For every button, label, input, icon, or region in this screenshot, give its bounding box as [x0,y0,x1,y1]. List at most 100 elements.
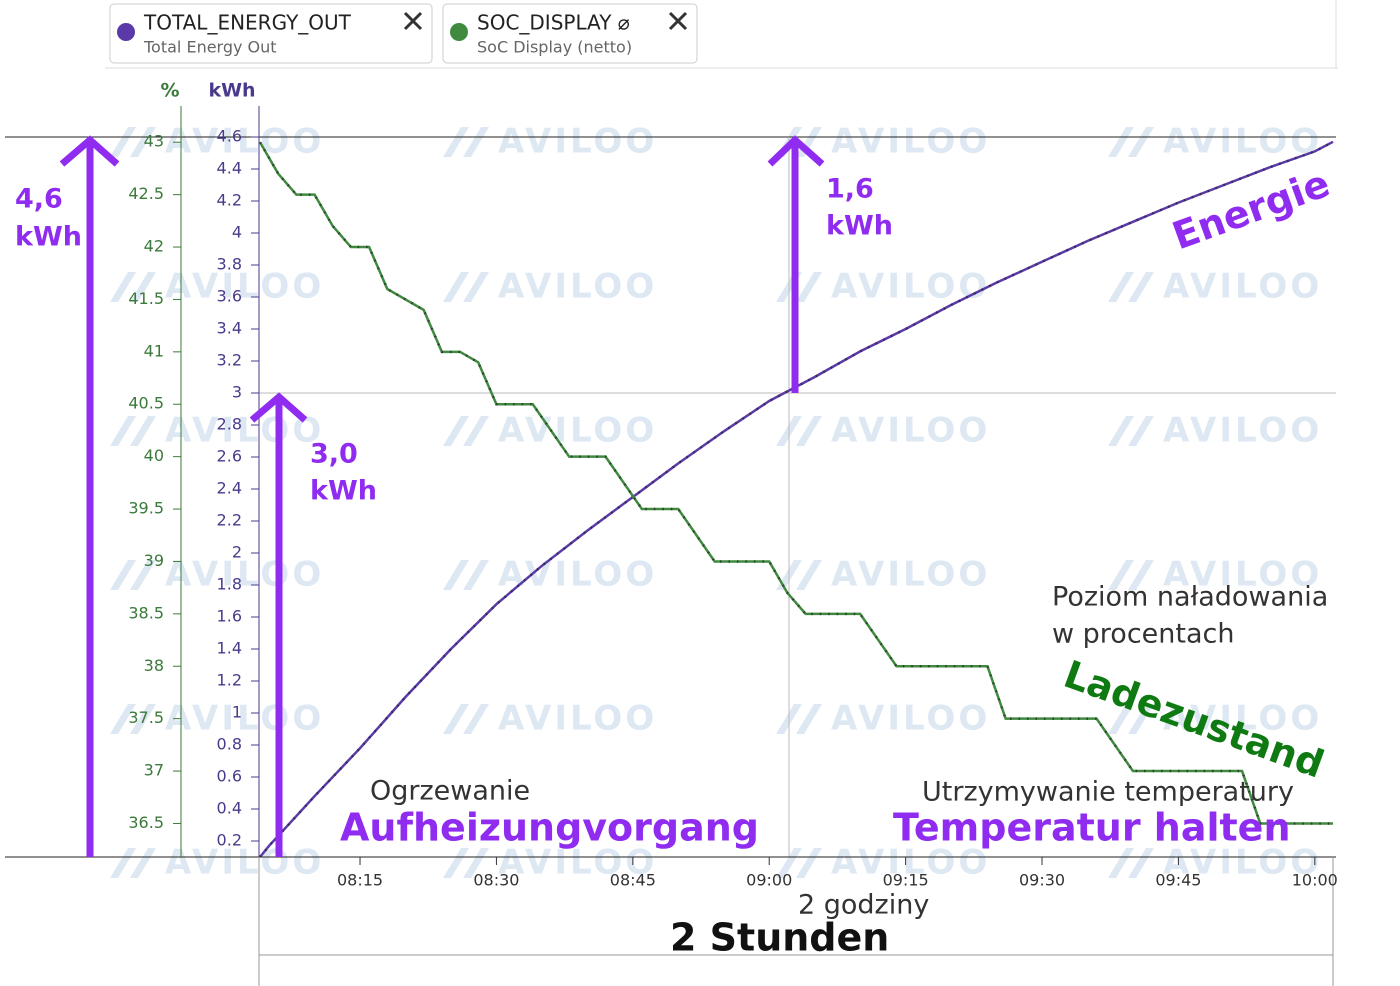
watermark: AVILOO [831,699,990,739]
y2-tick-label: 38 [144,656,164,675]
y-tick-label: 0.4 [217,799,242,818]
x-tick-label: 09:00 [746,871,792,890]
y-tick-label: 4.4 [217,159,242,178]
y-tick-label: 2.8 [217,415,242,434]
watermark-logo [1108,560,1154,590]
plot: 0.2 0.4 0.6 0.8 1 1.2 1.4 1.6 1.8 2 2.2 2.4 2.6 2.8 3 3… [128,127,1337,890]
y-tick-label: 3 [232,383,242,402]
arrow-head [59,135,120,167]
y-tick-label: 0.2 [217,831,242,850]
watermark-logo [443,704,489,734]
annotation: kWh [826,211,893,242]
y-tick-label: 0.8 [217,735,242,754]
y-tick-label: 1 [232,703,242,722]
legend-marker [117,23,135,41]
watermark-logo [443,560,489,590]
y-tick-label: 4.6 [217,127,242,146]
y-tick-label: 3.2 [217,351,242,370]
annotation: 1,6 [826,174,874,205]
legend-remove[interactable] [403,11,423,31]
y2-tick-label: 39 [144,551,164,570]
x-tick-label: 08:15 [337,871,383,890]
y2-tick-label: 40.5 [128,394,164,413]
legend-description: Total Energy Out [143,38,277,57]
y-tick-label: 1.2 [217,671,242,690]
watermark: AVILOO [1163,843,1322,883]
watermark-logo [443,416,489,446]
watermark: AVILOO [498,843,657,883]
annotation: Utrzymywanie temperatury [922,777,1294,808]
x-tick-label: 09:30 [1019,871,1065,890]
annotation: Ogrzewanie [370,776,530,807]
arrow-head [767,135,825,167]
watermark: AVILOO [498,122,657,162]
y2-tick-label: 41 [144,341,164,360]
watermark: AVILOO [1163,555,1322,595]
annotation: Poziom naładowania [1052,582,1328,613]
watermark-logo [443,127,489,157]
watermark: AVILOO [831,411,990,451]
y-tick-label: 3.6 [217,287,242,306]
watermark: AVILOO [498,411,657,451]
watermark-logo [110,272,156,302]
y-tick-label: 1.4 [217,639,242,658]
annotation: w procentach [1052,619,1235,650]
watermark: AVILOO [165,267,324,307]
watermark: AVILOO [831,122,990,162]
watermark-logo [443,272,489,302]
watermark-logo [1108,704,1154,734]
y-tick-label: 2.4 [217,479,242,498]
y-axis-unit: kWh [208,80,255,102]
legend-chip[interactable] [109,3,433,64]
annotation: Temperatur halten [893,806,1291,850]
x-tick-label: 09:15 [883,871,929,890]
y2-tick-label: 39.5 [128,499,164,518]
annotation: 2 Stunden [670,916,889,960]
watermark-logo [776,560,822,590]
watermark-logo [110,848,156,878]
annotation: 3,0 [310,439,358,470]
y2-tick-label: 43 [144,132,164,151]
watermark-logo [443,848,489,878]
x-tick-label: 10:00 [1292,871,1338,890]
watermark: AVILOO [1163,699,1322,739]
y-tick-label: 1.6 [217,607,242,626]
y-tick-label: 4.2 [217,191,242,210]
y2-axis-unit: % [160,80,179,102]
y2-tick-label: 41.5 [128,289,164,308]
y-tick-label: 0.6 [217,767,242,786]
watermark-logo [1108,848,1154,878]
y-tick-label: 3.8 [217,255,242,274]
watermark-logo [776,704,822,734]
watermark: AVILOO [831,267,990,307]
y-tick-label: 1.8 [217,575,242,594]
watermark: AVILOO [1163,122,1322,162]
annotation: kWh [310,476,377,507]
y-tick-label: 3.4 [217,319,242,338]
y2-tick-label: 42.5 [128,184,164,203]
annotation: Aufheizungvorgang [340,806,759,850]
legend-name: TOTAL_ENERGY_OUT [143,11,352,35]
watermark: AVILOO [498,267,657,307]
watermark: AVILOO [165,843,324,883]
watermark: AVILOO [498,699,657,739]
legend-marker [450,23,468,41]
legend-chip[interactable] [442,3,698,64]
y-tick-label: 2.2 [217,511,242,530]
y2-tick-label: 36.5 [128,813,164,832]
x-tick-label: 08:30 [473,871,519,890]
watermark: AVILOO [165,555,324,595]
watermark: AVILOO [1163,267,1322,307]
arrows [59,135,825,857]
watermark-logo [1108,127,1154,157]
y2-tick-label: 38.5 [128,603,164,622]
y2-tick-label: 40 [144,446,164,465]
watermark: AVILOO [1163,411,1322,451]
y-tick-label: 4 [232,223,242,242]
y2-tick-label: 42 [144,237,164,256]
annotation: kWh [15,222,82,253]
legend-name: SOC_DISPLAY ⌀ [477,11,630,35]
watermark-logo [776,416,822,446]
legend-remove[interactable] [668,11,688,31]
